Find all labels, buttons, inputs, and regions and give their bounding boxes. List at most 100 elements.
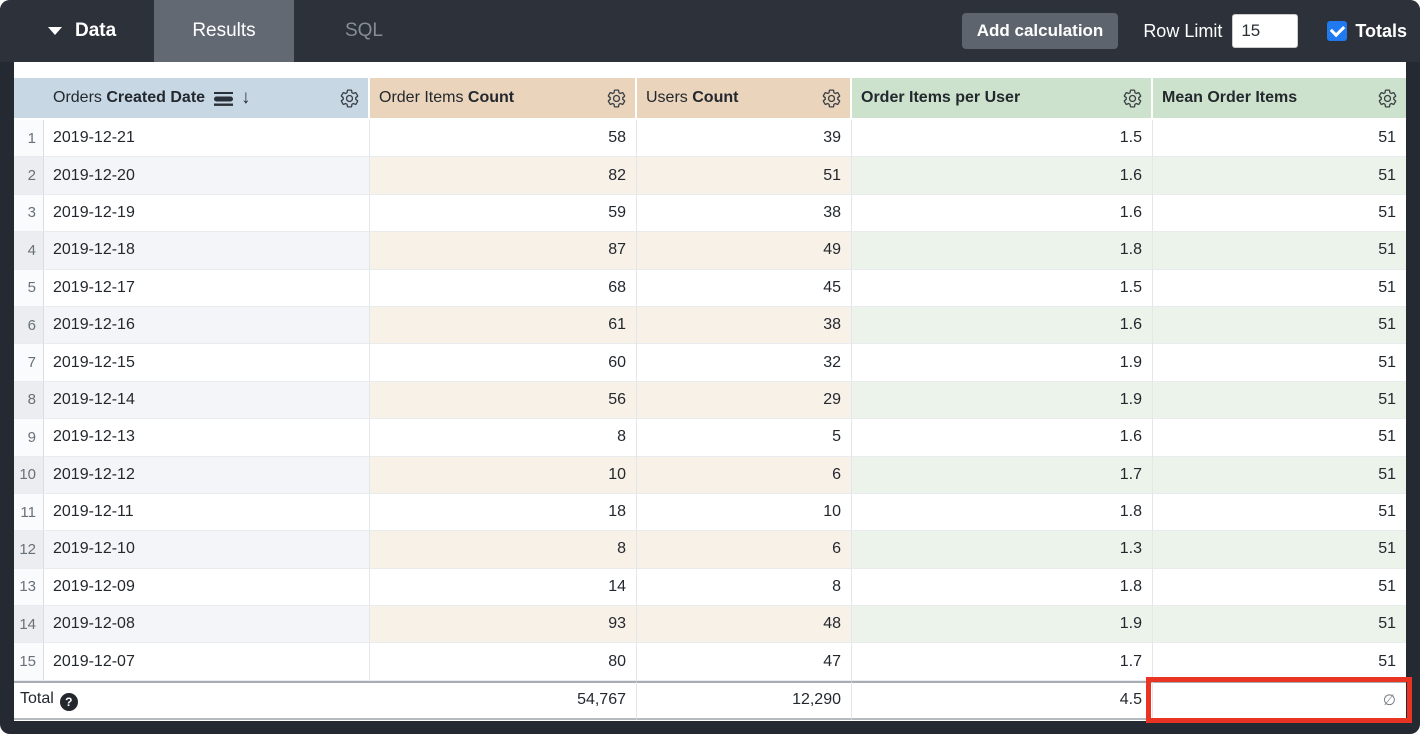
tab-results[interactable]: Results xyxy=(154,0,294,62)
cell-users-count[interactable]: 38 xyxy=(637,194,852,233)
cell-order-items-count[interactable]: 14 xyxy=(370,568,637,607)
gear-icon[interactable] xyxy=(339,88,360,109)
gear-icon[interactable] xyxy=(1377,88,1398,109)
cell-order-items-per-user[interactable]: 1.8 xyxy=(852,493,1153,532)
cell-users-count[interactable]: 48 xyxy=(637,606,852,644)
cell-order-items-count[interactable]: 93 xyxy=(370,606,637,644)
total-label: Total xyxy=(20,689,54,707)
cell-mean-order-items[interactable]: 51 xyxy=(1153,643,1406,681)
cell-users-count[interactable]: 39 xyxy=(637,120,852,158)
cell-mean-order-items[interactable]: 51 xyxy=(1153,344,1406,382)
cell-order-items-count[interactable]: 80 xyxy=(370,643,637,681)
cell-users-count[interactable]: 51 xyxy=(637,157,852,195)
cell-mean-order-items[interactable]: 51 xyxy=(1153,493,1406,532)
cell-orders-created-date[interactable]: 2019-12-20 xyxy=(44,157,370,195)
cell-mean-order-items[interactable]: 51 xyxy=(1153,157,1406,195)
cell-order-items-count[interactable]: 58 xyxy=(370,120,637,158)
cell-users-count[interactable]: 10 xyxy=(637,493,852,532)
cell-orders-created-date[interactable]: 2019-12-21 xyxy=(44,120,370,158)
cell-users-count[interactable]: 47 xyxy=(637,643,852,681)
cell-mean-order-items[interactable]: 51 xyxy=(1153,531,1406,569)
cell-mean-order-items[interactable]: 51 xyxy=(1153,381,1406,420)
cell-orders-created-date[interactable]: 2019-12-14 xyxy=(44,381,370,420)
cell-mean-order-items[interactable]: 51 xyxy=(1153,194,1406,233)
cell-orders-created-date[interactable]: 2019-12-12 xyxy=(44,456,370,494)
cell-mean-order-items[interactable]: 51 xyxy=(1153,568,1406,607)
cell-orders-created-date[interactable]: 2019-12-10 xyxy=(44,531,370,569)
total-users-count[interactable]: 12,290 xyxy=(637,680,852,720)
cell-order-items-per-user[interactable]: 1.6 xyxy=(852,194,1153,233)
cell-order-items-per-user[interactable]: 1.9 xyxy=(852,344,1153,382)
cell-order-items-count[interactable]: 8 xyxy=(370,419,637,457)
cell-order-items-per-user[interactable]: 1.6 xyxy=(852,419,1153,457)
cell-order-items-per-user[interactable]: 1.7 xyxy=(852,643,1153,681)
add-calculation-button[interactable]: Add calculation xyxy=(961,13,1119,49)
cell-order-items-per-user[interactable]: 1.8 xyxy=(852,568,1153,607)
cell-order-items-count[interactable]: 18 xyxy=(370,493,637,532)
cell-orders-created-date[interactable]: 2019-12-08 xyxy=(44,606,370,644)
cell-users-count[interactable]: 45 xyxy=(637,269,852,307)
cell-order-items-per-user[interactable]: 1.5 xyxy=(852,120,1153,158)
cell-order-items-per-user[interactable]: 1.9 xyxy=(852,381,1153,420)
total-order-items-per-user[interactable]: 4.5 xyxy=(852,680,1153,720)
column-header-order-items-per-user[interactable]: Order Items per User xyxy=(852,78,1153,120)
cell-mean-order-items[interactable]: 51 xyxy=(1153,269,1406,307)
column-header-orders-created-date[interactable]: Orders Created Date ↓ xyxy=(44,78,370,120)
cell-mean-order-items[interactable]: 51 xyxy=(1153,456,1406,494)
row-limit-input[interactable] xyxy=(1232,14,1299,48)
cell-order-items-count[interactable]: 56 xyxy=(370,381,637,420)
gear-icon[interactable] xyxy=(821,88,842,109)
cell-orders-created-date[interactable]: 2019-12-09 xyxy=(44,568,370,607)
total-order-items-count[interactable]: 54,767 xyxy=(370,680,637,720)
cell-orders-created-date[interactable]: 2019-12-15 xyxy=(44,344,370,382)
tab-sql[interactable]: SQL xyxy=(294,0,434,62)
cell-users-count[interactable]: 32 xyxy=(637,344,852,382)
cell-order-items-count[interactable]: 60 xyxy=(370,344,637,382)
gear-icon[interactable] xyxy=(1122,88,1143,109)
cell-order-items-per-user[interactable]: 1.6 xyxy=(852,306,1153,345)
cell-users-count[interactable]: 8 xyxy=(637,568,852,607)
cell-order-items-per-user[interactable]: 1.7 xyxy=(852,456,1153,494)
cell-order-items-per-user[interactable]: 1.9 xyxy=(852,606,1153,644)
cell-users-count[interactable]: 5 xyxy=(637,419,852,457)
cell-orders-created-date[interactable]: 2019-12-13 xyxy=(44,419,370,457)
cell-order-items-count[interactable]: 82 xyxy=(370,157,637,195)
cell-order-items-per-user[interactable]: 1.6 xyxy=(852,157,1153,195)
cell-users-count[interactable]: 38 xyxy=(637,306,852,345)
cell-order-items-per-user[interactable]: 1.8 xyxy=(852,232,1153,270)
cell-order-items-count[interactable]: 68 xyxy=(370,269,637,307)
cell-order-items-per-user[interactable]: 1.3 xyxy=(852,531,1153,569)
cell-orders-created-date[interactable]: 2019-12-18 xyxy=(44,232,370,270)
column-header-users-count[interactable]: Users Count xyxy=(637,78,852,120)
cell-order-items-count[interactable]: 61 xyxy=(370,306,637,345)
cell-mean-order-items[interactable]: 51 xyxy=(1153,306,1406,345)
column-header-mean-order-items[interactable]: Mean Order Items xyxy=(1153,78,1406,120)
cell-order-items-count[interactable]: 59 xyxy=(370,194,637,233)
cell-users-count[interactable]: 29 xyxy=(637,381,852,420)
cell-mean-order-items[interactable]: 51 xyxy=(1153,120,1406,158)
cell-users-count[interactable]: 6 xyxy=(637,531,852,569)
help-icon[interactable]: ? xyxy=(59,692,78,711)
cell-mean-order-items[interactable]: 51 xyxy=(1153,232,1406,270)
cell-orders-created-date[interactable]: 2019-12-17 xyxy=(44,269,370,307)
cell-order-items-count[interactable]: 8 xyxy=(370,531,637,569)
sort-desc-arrow-icon[interactable]: ↓ xyxy=(241,87,251,108)
cell-order-items-count[interactable]: 87 xyxy=(370,232,637,270)
cell-order-items-per-user[interactable]: 1.5 xyxy=(852,269,1153,307)
cell-users-count[interactable]: 49 xyxy=(637,232,852,270)
cell-order-items-count[interactable]: 10 xyxy=(370,456,637,494)
cell-orders-created-date[interactable]: 2019-12-07 xyxy=(44,643,370,681)
cell-mean-order-items[interactable]: 51 xyxy=(1153,606,1406,644)
cell-users-count[interactable]: 6 xyxy=(637,456,852,494)
totals-label[interactable]: Totals xyxy=(1355,20,1407,41)
cell-orders-created-date[interactable]: 2019-12-16 xyxy=(44,306,370,345)
row-number: 1 xyxy=(14,120,44,158)
cell-orders-created-date[interactable]: 2019-12-19 xyxy=(44,194,370,233)
column-header-order-items-count[interactable]: Order Items Count xyxy=(370,78,637,120)
cell-orders-created-date[interactable]: 2019-12-11 xyxy=(44,493,370,532)
gear-icon[interactable] xyxy=(606,88,627,109)
data-menu-toggle[interactable]: Data xyxy=(0,0,154,62)
total-mean-order-items: ∅ xyxy=(1153,680,1406,720)
totals-checkbox[interactable] xyxy=(1327,21,1348,41)
cell-mean-order-items[interactable]: 51 xyxy=(1153,419,1406,457)
